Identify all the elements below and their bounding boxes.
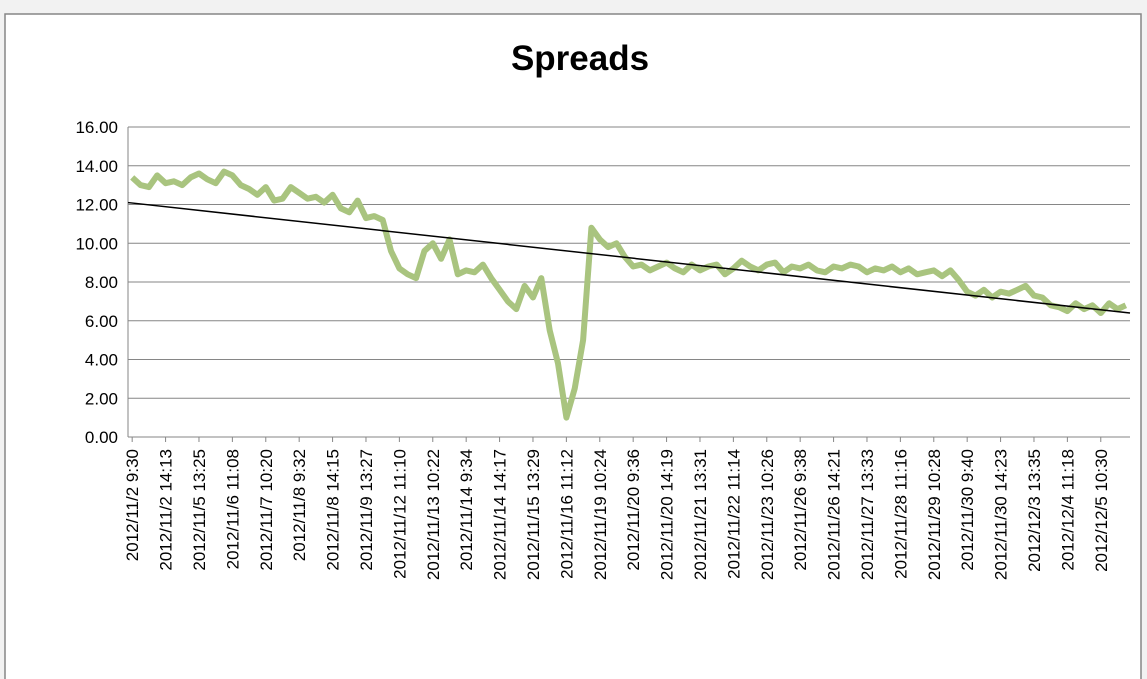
- x-tick-label: 2012/11/22 11:14: [724, 449, 743, 579]
- x-tick-label: 2012/11/12 11:10: [390, 449, 409, 579]
- x-tick-label: 2012/11/13 10:22: [424, 449, 443, 580]
- chart-title: Spreads: [511, 39, 649, 78]
- x-tick-label: 2012/11/29 10:28: [925, 449, 944, 580]
- y-tick-label: 2.00: [85, 389, 118, 408]
- x-tick-label: 2012/11/8 9:32: [290, 449, 309, 561]
- x-tick-label: 2012/11/8 14:15: [324, 449, 343, 571]
- y-tick-label: 0.00: [85, 428, 118, 447]
- x-tick-label: 2012/11/21 13:31: [691, 449, 710, 580]
- x-tick-label: 2012/11/20 9:36: [624, 449, 643, 571]
- trendline: [127, 201, 1131, 314]
- y-tick-label: 12.00: [75, 196, 118, 215]
- y-tick-label: 6.00: [85, 312, 118, 331]
- chart-area: [4, 13, 1142, 679]
- x-tick-label: 2012/11/6 11:08: [223, 449, 242, 569]
- x-tick-label: 2012/11/14 14:17: [491, 449, 510, 580]
- x-tick-label: 2012/11/2 9:30: [123, 449, 142, 561]
- x-tick-label: 2012/11/27 13:33: [858, 449, 877, 580]
- x-tick-label: 2012/12/3 13:35: [1025, 449, 1044, 572]
- x-tick-label: 2012/12/5 10:30: [1092, 449, 1111, 572]
- x-tick-label: 2012/12/4 11:18: [1058, 449, 1077, 571]
- x-tick-label: 2012/11/14 9:34: [457, 449, 476, 571]
- series-line: [130, 168, 1128, 421]
- y-tick-label: 8.00: [85, 273, 118, 292]
- x-tick-label: 2012/11/30 9:40: [958, 449, 977, 571]
- x-tick-label: 2012/11/2 14:13: [157, 449, 176, 571]
- x-tick-label: 2012/11/15 13:29: [524, 449, 543, 580]
- x-tick-label: 2012/11/30 14:23: [992, 449, 1011, 580]
- y-tick-label: 10.00: [75, 234, 118, 253]
- x-tick-label: 2012/11/19 10:24: [591, 449, 610, 580]
- x-tick-label: 2012/11/23 10:26: [758, 449, 777, 580]
- x-tick-label: 2012/11/7 10:20: [257, 449, 276, 571]
- x-tick-label: 2012/11/9 13:27: [357, 449, 376, 571]
- y-tick-label: 16.00: [75, 118, 118, 137]
- x-tick-label: 2012/11/16 11:12: [557, 449, 576, 579]
- y-tick-label: 14.00: [75, 157, 118, 176]
- x-tick-label: 2012/11/26 14:21: [825, 449, 844, 580]
- x-tick-label: 2012/11/20 14:19: [658, 449, 677, 580]
- x-tick-label: 2012/11/5 13:25: [190, 449, 209, 571]
- x-tick-label: 2012/11/26 9:38: [791, 449, 810, 571]
- y-tick-label: 4.00: [85, 351, 118, 370]
- x-tick-label: 2012/11/28 11:16: [891, 449, 910, 579]
